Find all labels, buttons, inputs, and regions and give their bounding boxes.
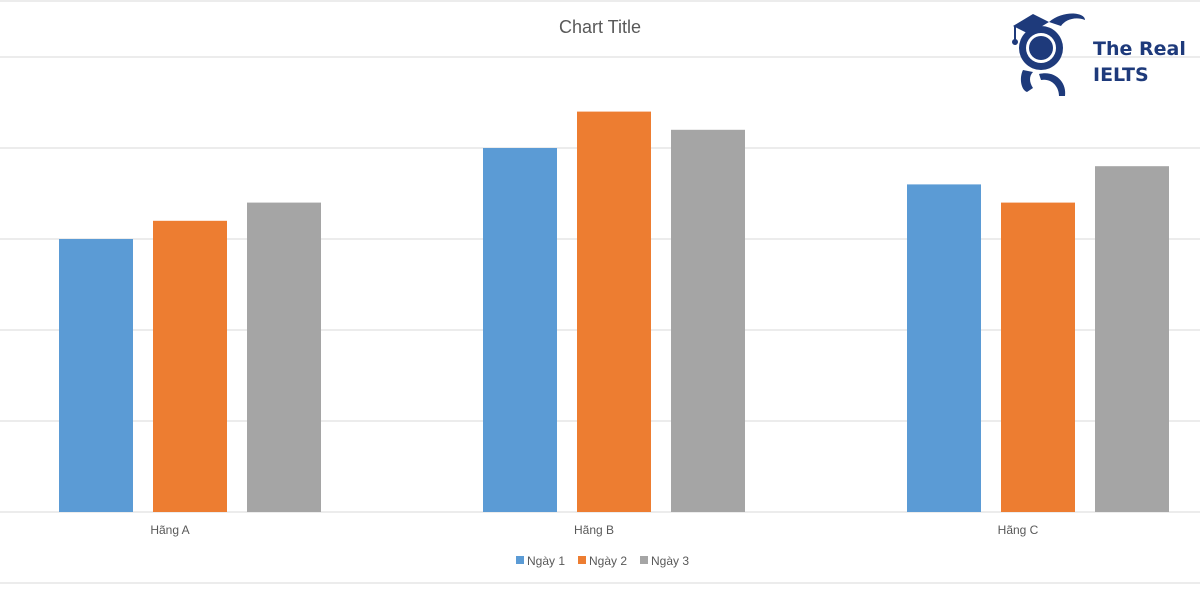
owl-graduate-icon xyxy=(1012,13,1085,96)
bar-Ngày 2-Hãng C xyxy=(1001,202,1075,512)
bar-Ngày 1-Hãng B xyxy=(483,148,557,512)
x-tick-label: Hãng C xyxy=(998,523,1039,537)
the-real-ielts-logo: The Real IELTS xyxy=(1005,8,1200,100)
legend-swatch xyxy=(516,556,524,564)
bar-Ngày 1-Hãng C xyxy=(907,184,981,512)
legend-label: Ngày 3 xyxy=(651,554,689,568)
legend-swatch xyxy=(578,556,586,564)
bar-Ngày 3-Hãng A xyxy=(247,202,321,512)
bar-Ngày 3-Hãng C xyxy=(1095,166,1169,512)
logo-text-line1: The Real xyxy=(1093,38,1186,60)
x-tick-label: Hãng B xyxy=(574,523,614,537)
x-tick-label: Hãng A xyxy=(150,523,189,537)
bars xyxy=(59,111,1169,513)
legend-swatch xyxy=(640,556,648,564)
legend-label: Ngày 2 xyxy=(589,554,627,568)
legend: Ngày 1 Ngày 2 Ngày 3 xyxy=(516,554,689,568)
bar-Ngày 2-Hãng A xyxy=(153,220,227,513)
chart-title: Chart Title xyxy=(559,17,641,37)
x-axis-labels: Hãng A Hãng B Hãng C xyxy=(150,523,1038,537)
bar-Ngày 2-Hãng B xyxy=(577,111,651,512)
legend-label: Ngày 1 xyxy=(527,554,565,568)
logo-text-line2: IELTS xyxy=(1093,64,1149,86)
bar-Ngày 1-Hãng A xyxy=(59,239,133,512)
bar-Ngày 3-Hãng B xyxy=(671,129,745,513)
